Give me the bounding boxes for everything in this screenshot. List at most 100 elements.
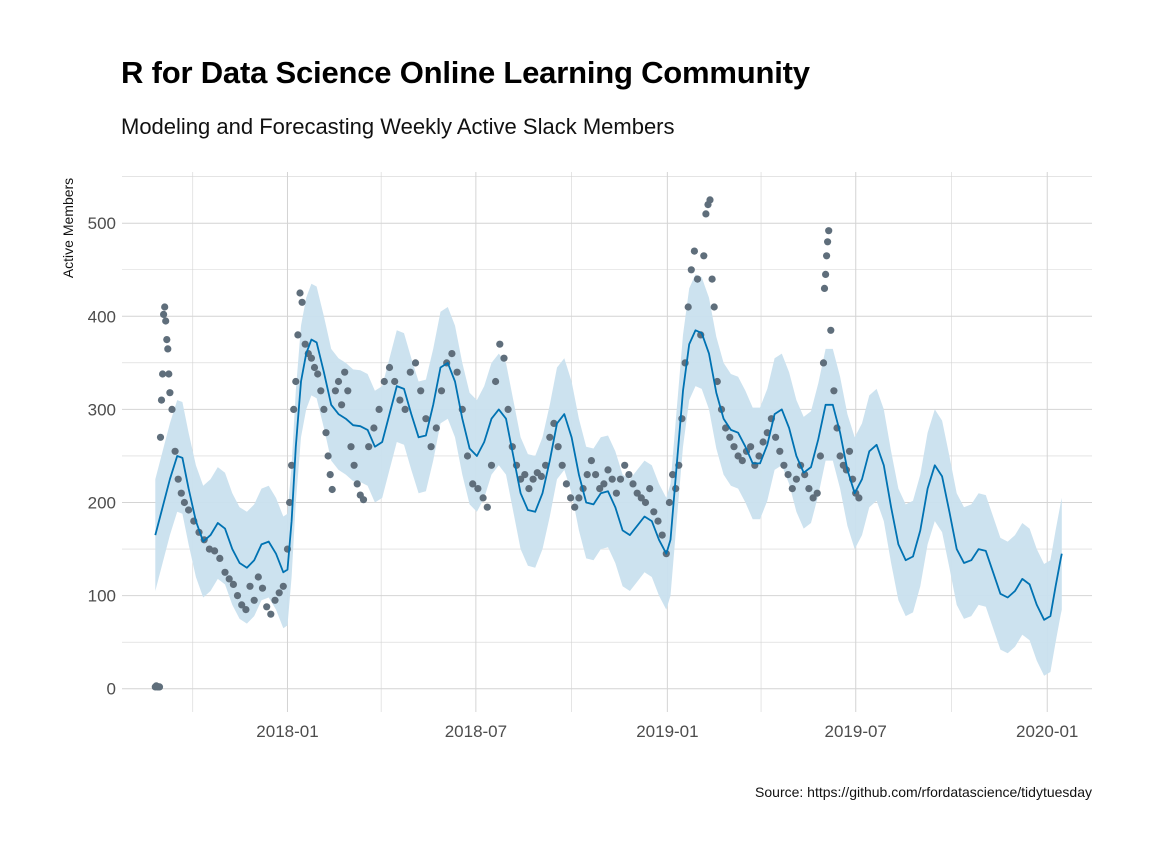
data-point xyxy=(271,596,279,604)
data-point xyxy=(288,461,296,469)
data-point xyxy=(417,387,425,395)
data-point xyxy=(427,443,435,451)
data-point xyxy=(809,494,817,502)
data-point xyxy=(641,498,650,507)
data-point xyxy=(229,580,237,589)
trend-line-group xyxy=(154,329,1063,621)
data-point xyxy=(350,461,358,469)
data-point xyxy=(401,405,409,413)
data-point xyxy=(788,485,796,493)
data-point xyxy=(710,303,718,311)
data-point xyxy=(453,368,461,376)
data-point xyxy=(290,405,298,413)
data-point xyxy=(246,582,254,590)
data-point xyxy=(334,377,343,386)
data-point xyxy=(347,443,355,451)
y-tick-label: 0 xyxy=(107,680,116,699)
data-point xyxy=(822,270,830,278)
data-point xyxy=(370,424,378,432)
data-point xyxy=(669,471,677,479)
data-point xyxy=(823,252,831,260)
data-point xyxy=(307,354,315,362)
data-point xyxy=(521,471,529,479)
data-point xyxy=(331,387,339,395)
data-point xyxy=(225,575,233,583)
data-point xyxy=(713,377,721,386)
data-point xyxy=(678,415,686,423)
data-point xyxy=(292,377,300,386)
data-point xyxy=(824,238,832,246)
data-point xyxy=(275,589,283,597)
data-point xyxy=(463,452,472,460)
data-point xyxy=(238,601,246,609)
data-point xyxy=(827,326,835,334)
source-caption: Source: https://github.com/rfordatascien… xyxy=(755,784,1092,800)
data-point xyxy=(353,480,361,488)
data-point xyxy=(165,370,173,378)
data-point xyxy=(155,683,164,691)
data-point xyxy=(250,596,258,604)
data-point xyxy=(216,554,224,563)
data-point xyxy=(734,452,742,460)
data-point xyxy=(180,498,188,507)
data-point xyxy=(855,494,863,502)
observed-points xyxy=(151,196,863,691)
data-point xyxy=(163,336,171,344)
data-point xyxy=(616,475,625,483)
data-point xyxy=(708,275,716,283)
uncertainty-band-area xyxy=(155,274,1062,676)
data-point xyxy=(500,354,508,362)
data-point xyxy=(637,494,645,502)
data-point xyxy=(819,359,828,367)
data-point xyxy=(621,461,629,469)
data-point xyxy=(825,227,833,235)
data-point xyxy=(396,396,404,404)
y-tick-label: 100 xyxy=(88,587,116,606)
data-point xyxy=(600,480,608,488)
data-point xyxy=(633,489,641,497)
y-axis-ticks: 0 100 200 300 400 500 xyxy=(88,214,116,699)
data-point xyxy=(326,471,334,479)
data-point xyxy=(496,340,504,348)
data-point xyxy=(322,429,330,437)
data-point xyxy=(487,461,496,469)
data-point xyxy=(474,485,482,493)
data-point xyxy=(529,475,537,483)
data-point xyxy=(592,471,600,479)
data-point xyxy=(629,480,637,488)
data-point xyxy=(157,396,166,404)
data-point xyxy=(344,387,352,395)
data-point xyxy=(759,438,767,446)
x-tick-label: 2019-01 xyxy=(636,722,698,741)
data-point xyxy=(338,401,346,409)
data-point xyxy=(780,461,788,469)
data-point xyxy=(185,506,193,514)
data-point xyxy=(805,485,813,493)
data-point xyxy=(221,568,229,576)
data-point xyxy=(177,489,185,497)
data-point xyxy=(702,210,710,218)
data-point xyxy=(279,582,287,590)
data-point xyxy=(422,415,430,423)
data-point xyxy=(341,368,349,376)
data-point xyxy=(722,424,730,432)
data-point xyxy=(406,368,414,376)
data-point xyxy=(537,472,546,480)
data-point xyxy=(525,485,533,493)
data-point xyxy=(375,405,383,413)
data-point xyxy=(171,447,179,455)
data-point xyxy=(550,419,558,427)
data-point xyxy=(365,443,373,451)
data-point xyxy=(359,496,368,504)
data-point xyxy=(294,331,302,339)
data-point xyxy=(747,443,755,451)
data-point xyxy=(286,498,294,507)
y-tick-label: 500 xyxy=(88,214,116,233)
data-point xyxy=(320,405,328,413)
data-point xyxy=(166,389,174,397)
data-point xyxy=(706,196,714,204)
data-point xyxy=(571,503,579,511)
chart-subtitle: Modeling and Forecasting Weekly Active S… xyxy=(121,114,675,139)
data-point xyxy=(587,457,596,465)
data-point xyxy=(483,503,491,511)
